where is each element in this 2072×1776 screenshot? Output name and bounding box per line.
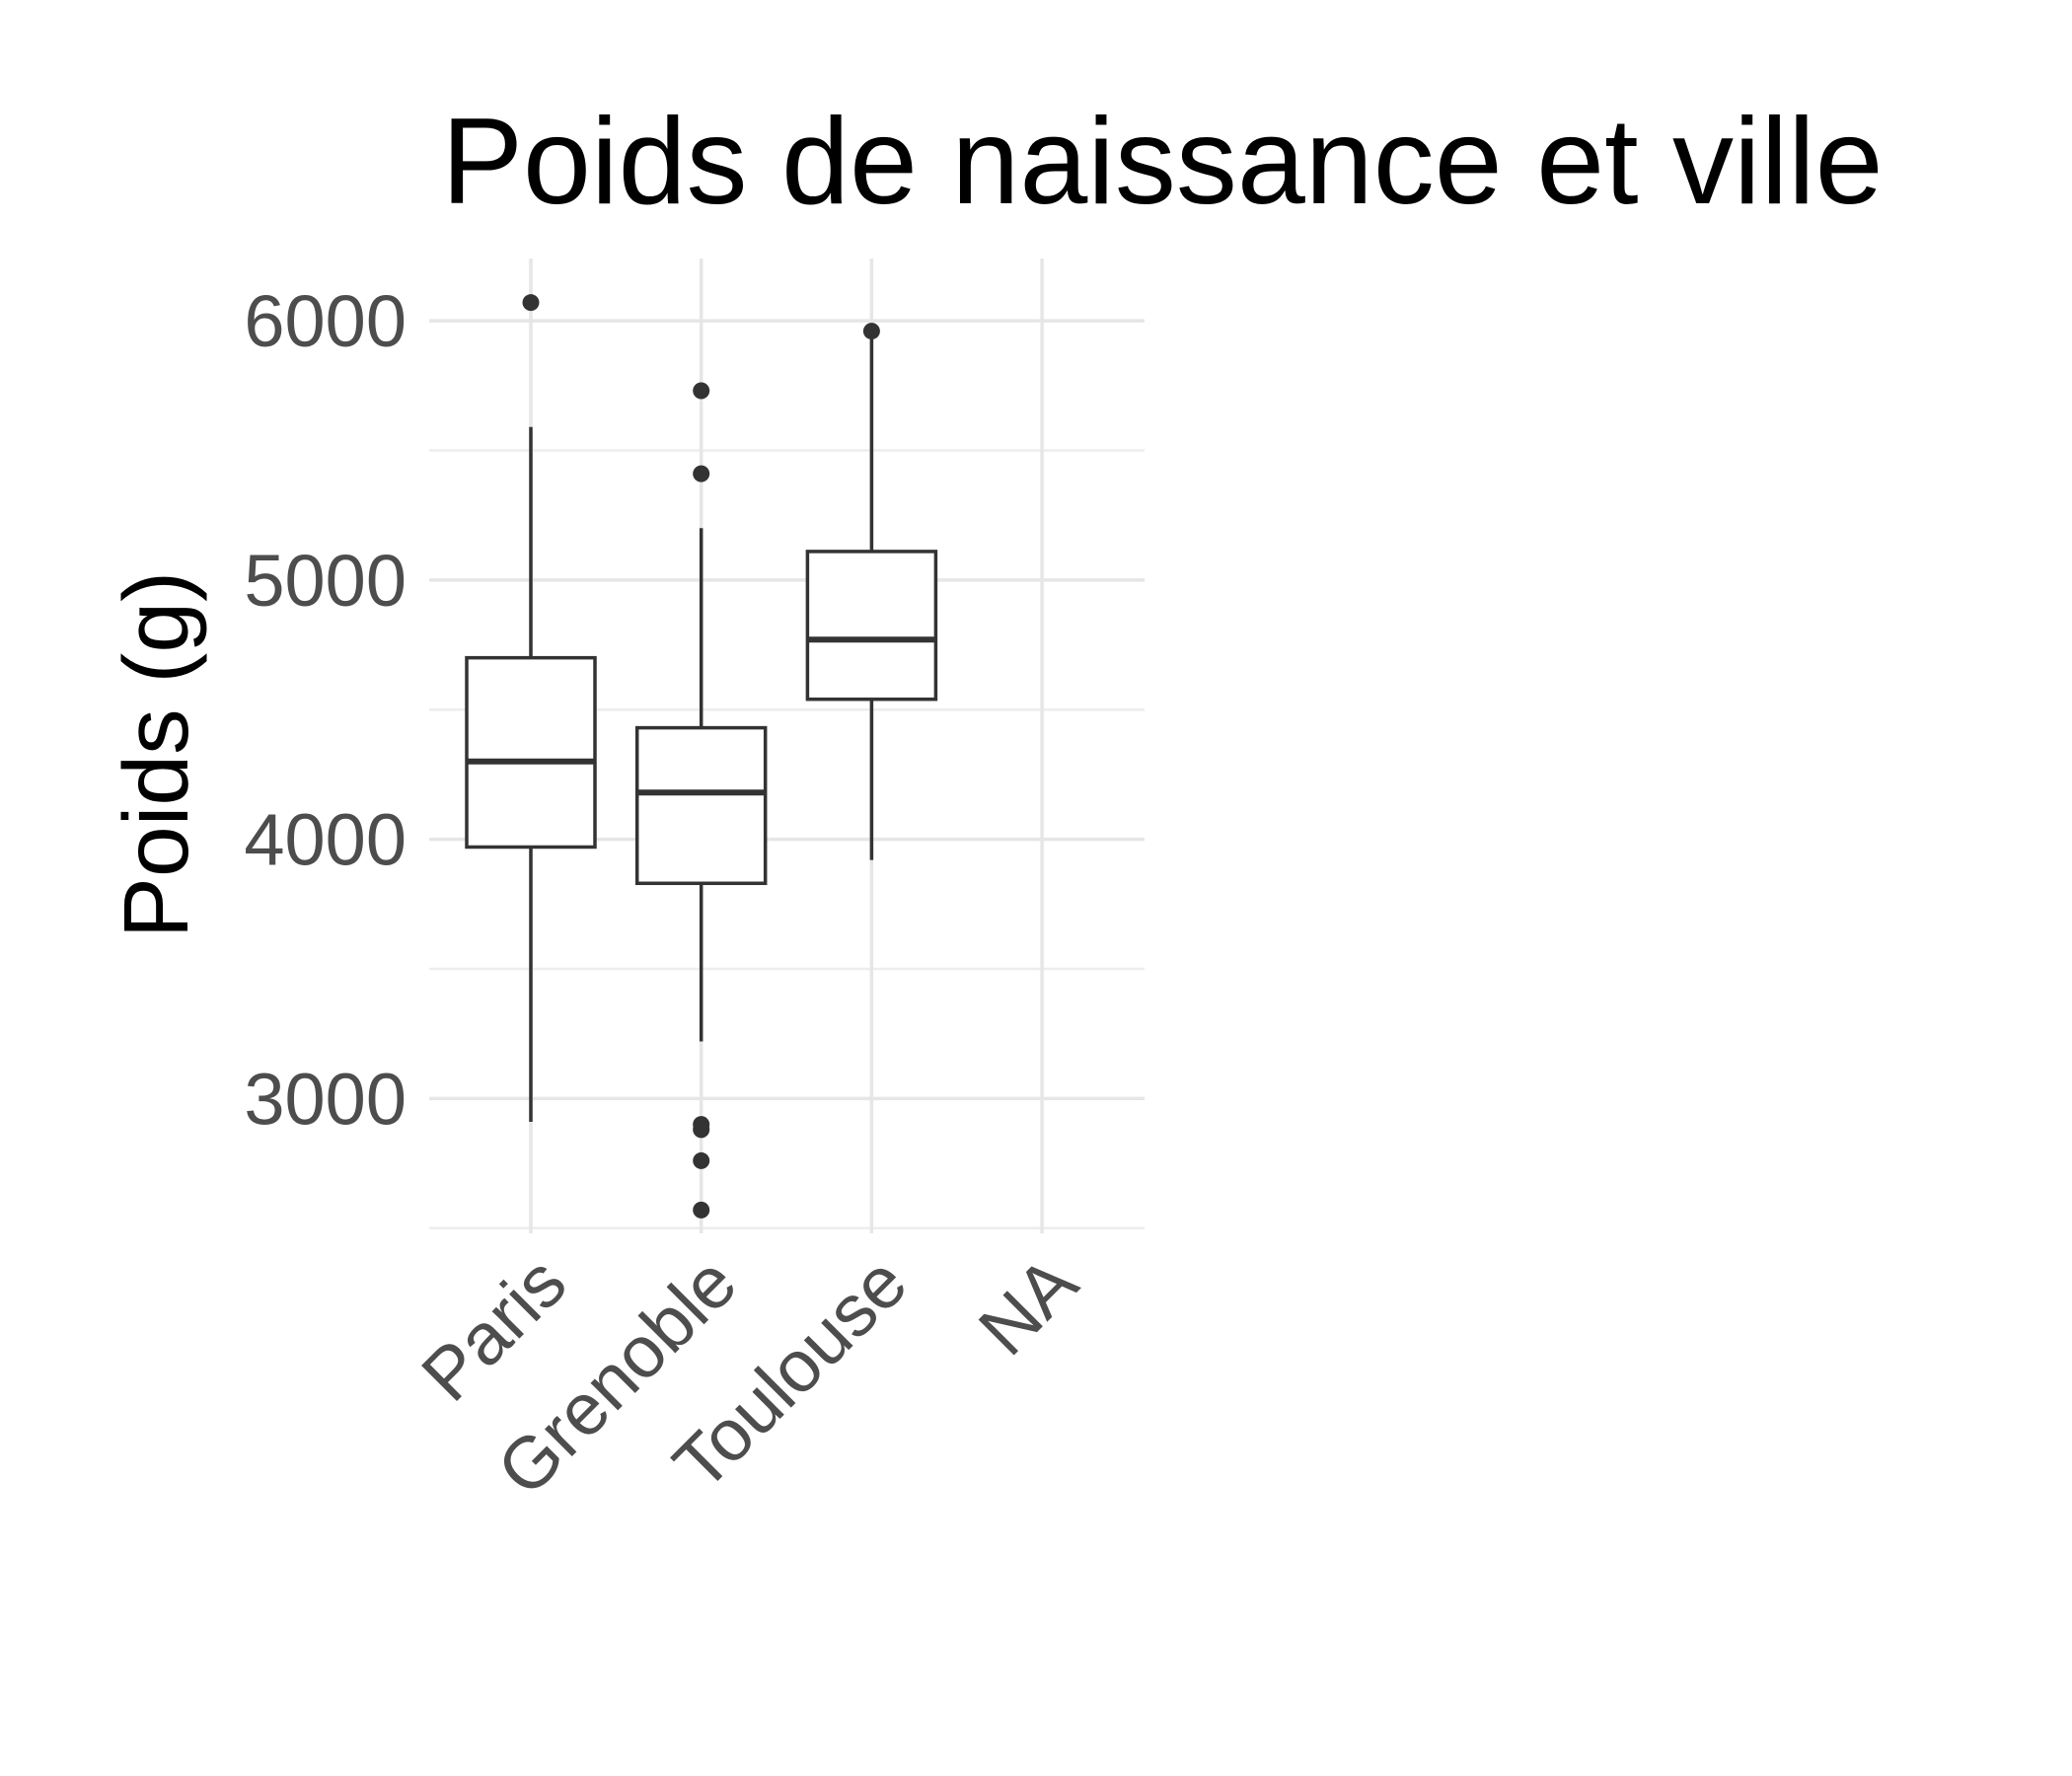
box-group-paris (465, 294, 597, 1123)
outlier-point (693, 1121, 710, 1139)
y-axis-label: Poids (g) (105, 571, 207, 938)
box (634, 725, 768, 886)
outlier-point (522, 294, 540, 312)
box (805, 550, 938, 702)
plot-marks (465, 294, 938, 1219)
outlier-point (693, 465, 710, 482)
chart-title: Poids de naissance et ville (441, 94, 1883, 230)
y-tick-label: 3000 (244, 1058, 407, 1140)
y-tick-label: 6000 (244, 280, 407, 362)
y-tick-label: 4000 (244, 799, 407, 881)
y-tick-label: 5000 (244, 540, 407, 622)
outlier-point (693, 1201, 710, 1219)
outlier-point (693, 1151, 710, 1169)
outlier-point (693, 382, 710, 400)
box (465, 655, 597, 850)
box-group-toulouse (805, 323, 938, 860)
outlier-point (862, 323, 880, 340)
y-axis-ticks: 3000 4000 5000 6000 (244, 280, 407, 1140)
x-tick-label: NA (963, 1240, 1093, 1370)
box-group-grenoble (634, 382, 768, 1219)
